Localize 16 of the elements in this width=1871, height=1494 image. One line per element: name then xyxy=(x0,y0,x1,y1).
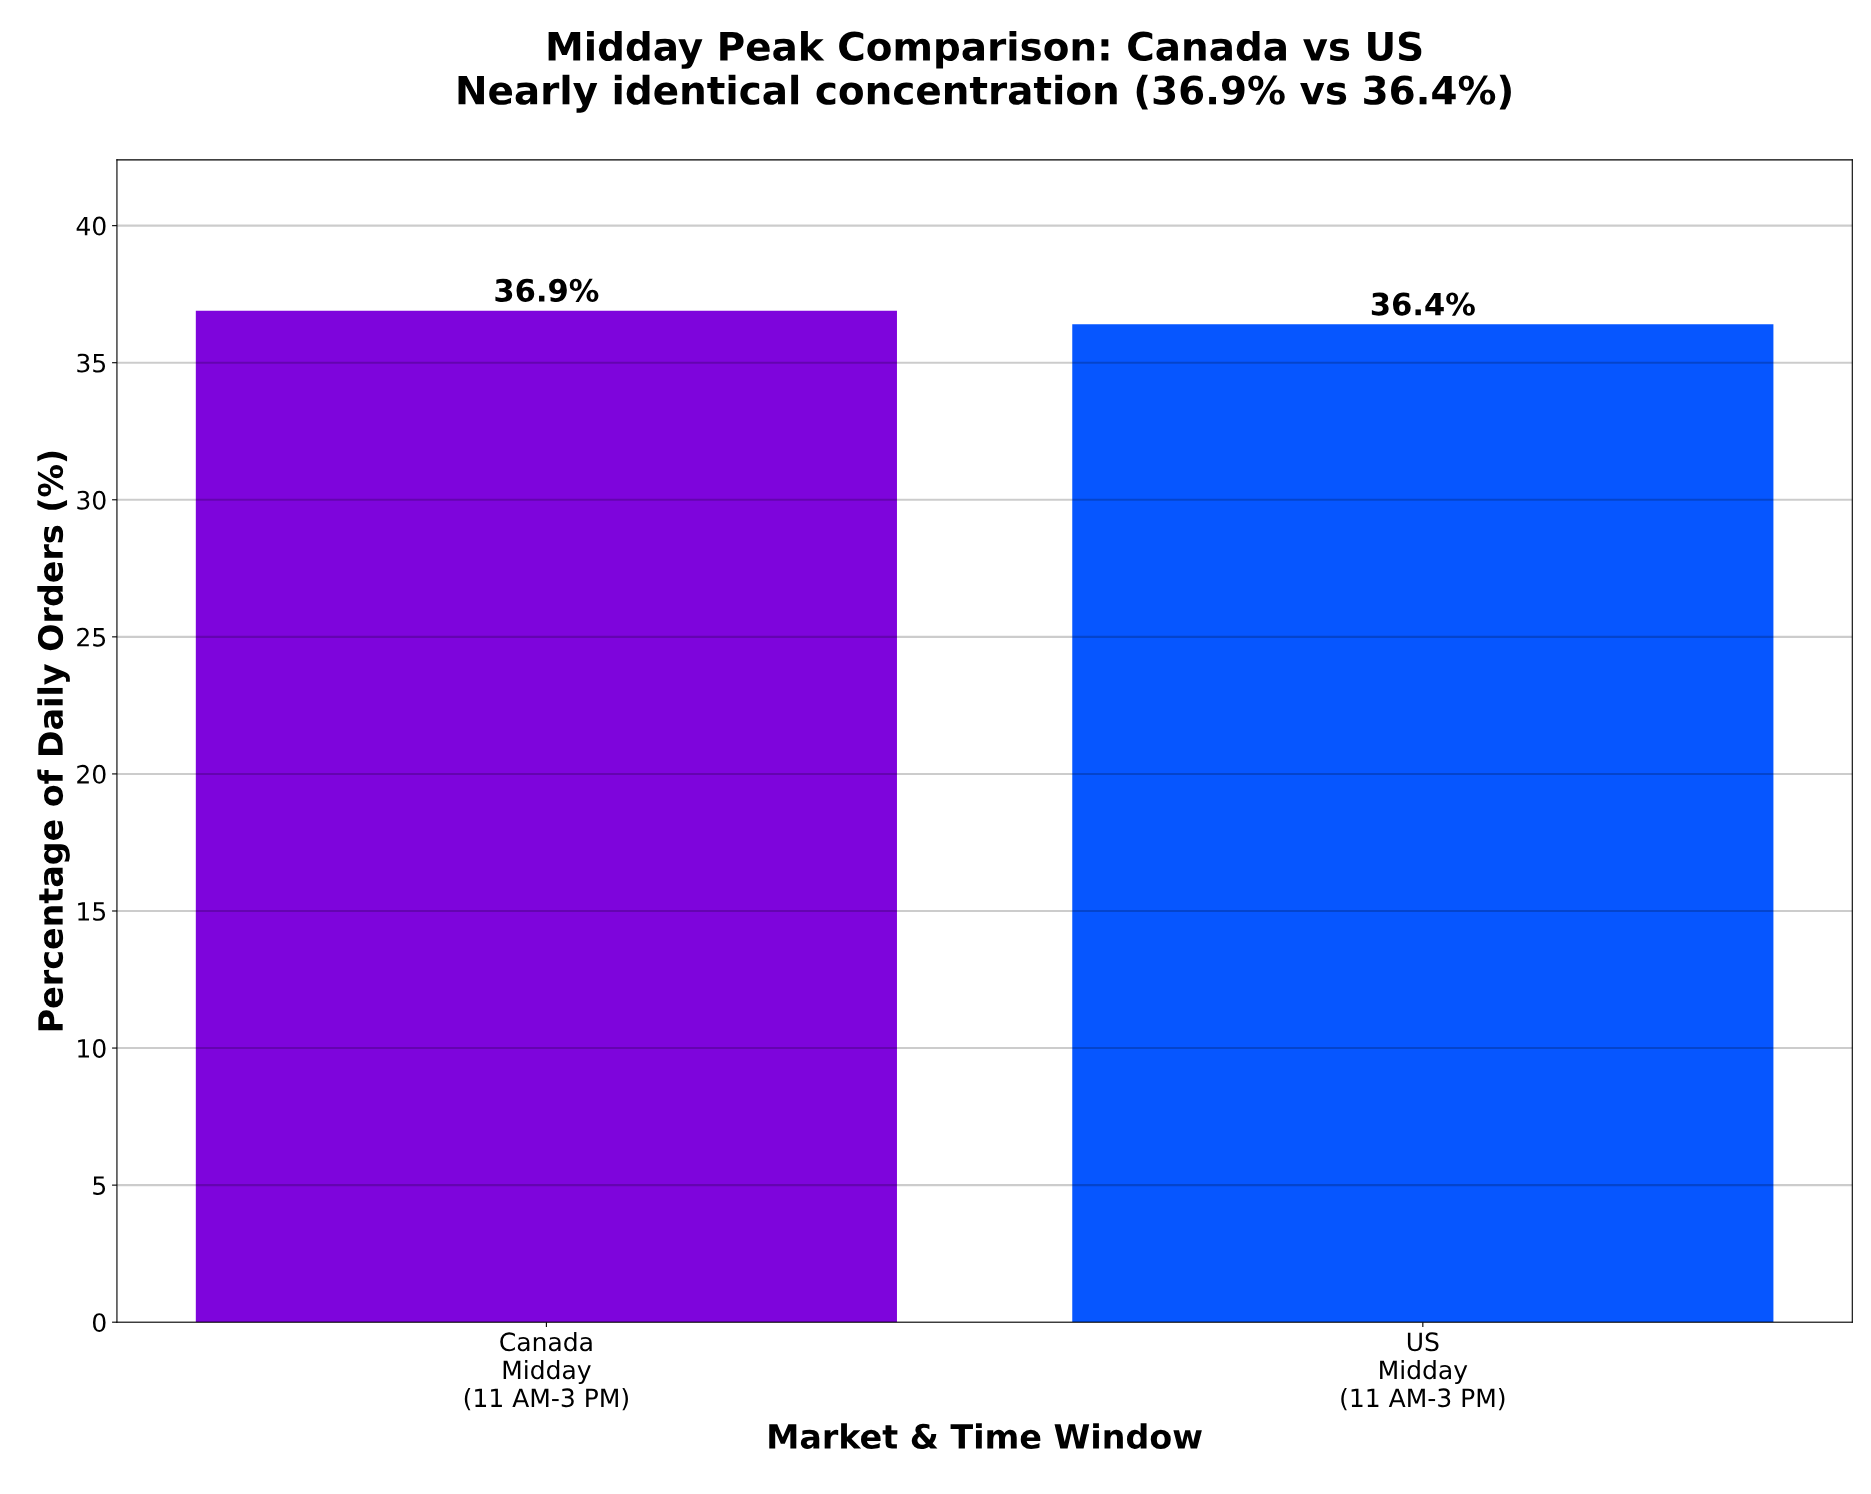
y-tick-label: 20 xyxy=(77,764,106,784)
y-tick-label: 10 xyxy=(78,1039,106,1058)
data-label: 36.9% xyxy=(495,278,599,302)
y-tick-label: 40 xyxy=(76,216,106,236)
x-tick-label: Canada Midday (11 AM-3 PM) xyxy=(464,1331,628,1411)
data-label: 36.4% xyxy=(1371,292,1475,316)
y-tick-label: 0 xyxy=(92,1313,106,1333)
x-tick-label: US Midday (11 AM-3 PM) xyxy=(1341,1332,1505,1411)
chart-title: Midday Peak Comparison: Canada vs US Nearly identical concentration (36.9% vs 36.4%) xyxy=(458,30,1511,113)
y-tick-label: 5 xyxy=(93,1176,106,1195)
y-tick-label: 15 xyxy=(78,902,106,921)
y-tick-label: 35 xyxy=(77,353,106,373)
y-tick-label: 25 xyxy=(77,627,106,647)
y-axis-title: Percentage of Daily Orders (%) xyxy=(37,451,70,1031)
y-tick-label: 30 xyxy=(77,490,106,510)
x-axis-title: Market & Time Window xyxy=(769,1423,1202,1450)
